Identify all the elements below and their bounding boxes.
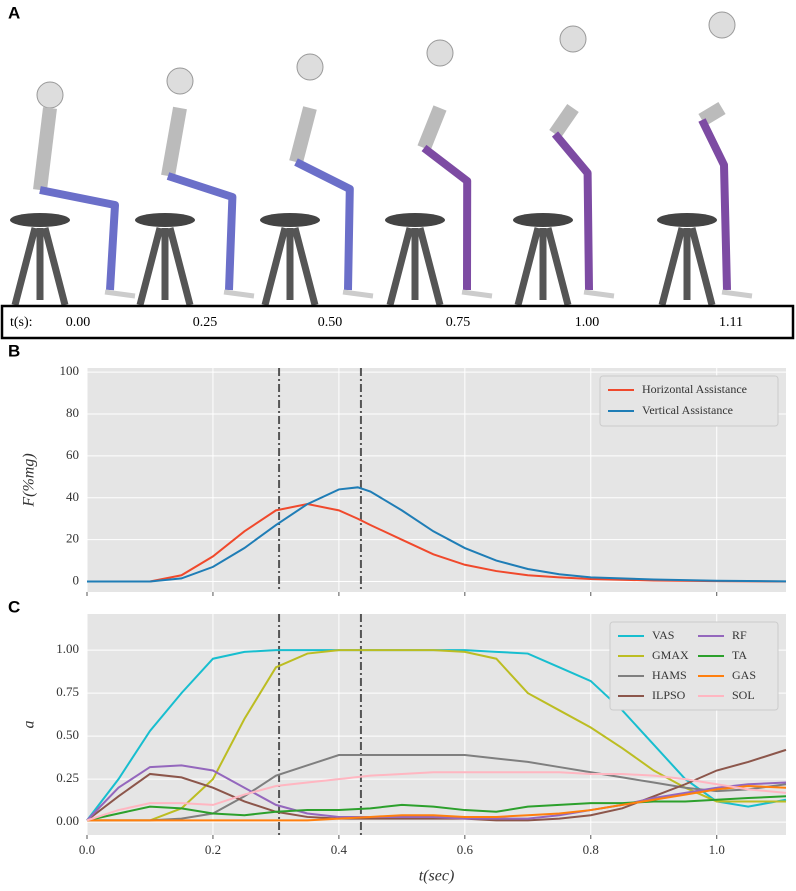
timeline-time: 0.50 bbox=[318, 315, 343, 330]
spine bbox=[289, 106, 317, 164]
leg-muscle bbox=[294, 158, 354, 291]
x-tick-label: 0.8 bbox=[583, 842, 599, 857]
series-line bbox=[87, 503, 787, 583]
legend-label: Horizontal Assistance bbox=[642, 382, 747, 396]
spine bbox=[33, 107, 57, 191]
stool-seat bbox=[135, 213, 195, 227]
panel-label: C bbox=[8, 597, 20, 616]
legend-label: HAMS bbox=[652, 668, 687, 682]
legend-label: GMAX bbox=[652, 648, 689, 662]
legend-label: RF bbox=[732, 628, 747, 642]
series-line bbox=[86, 795, 787, 822]
series-line bbox=[86, 748, 787, 822]
y-axis-label: a bbox=[21, 721, 38, 729]
series-line bbox=[87, 784, 787, 822]
foot bbox=[342, 289, 374, 299]
stool-legs bbox=[386, 227, 444, 306]
y-tick-label: 0.75 bbox=[56, 684, 79, 699]
stool-seat bbox=[260, 213, 320, 227]
leg-muscle bbox=[421, 144, 472, 291]
stool-seat bbox=[10, 213, 70, 227]
x-tick-label: 0.0 bbox=[79, 842, 95, 857]
y-tick-label: 100 bbox=[60, 363, 80, 378]
series-line bbox=[86, 771, 787, 822]
y-tick-label: 20 bbox=[66, 531, 79, 546]
y-tick-label: 80 bbox=[66, 405, 79, 420]
skull bbox=[708, 11, 736, 39]
stool-legs bbox=[11, 227, 69, 306]
legend-label: GAS bbox=[732, 668, 756, 682]
y-tick-label: 40 bbox=[66, 489, 79, 504]
timeline-time: 0.00 bbox=[66, 315, 91, 330]
y-axis-label: F(%mg) bbox=[21, 453, 38, 507]
series-line bbox=[87, 754, 787, 822]
legend-box bbox=[609, 621, 779, 711]
foot bbox=[721, 289, 753, 299]
spine bbox=[161, 106, 187, 178]
skeleton-frame bbox=[385, 39, 493, 306]
timeline-time: 0.25 bbox=[193, 315, 218, 330]
legend-label: TA bbox=[732, 648, 747, 662]
y-tick-label: 0.50 bbox=[56, 727, 79, 742]
foot bbox=[104, 289, 136, 299]
y-tick-label: 60 bbox=[66, 447, 79, 462]
leg-muscle bbox=[166, 172, 237, 291]
skeleton-frame bbox=[513, 25, 615, 306]
spine bbox=[549, 104, 579, 138]
y-tick-label: 1.00 bbox=[56, 641, 79, 656]
foot bbox=[583, 289, 615, 299]
timeline-time: 1.00 bbox=[575, 315, 600, 330]
timeline-time: 0.75 bbox=[446, 315, 471, 330]
legend-label: Vertical Assistance bbox=[642, 403, 733, 417]
timeline-label: t(s): bbox=[10, 315, 33, 330]
series-line bbox=[87, 486, 787, 583]
leg-muscle bbox=[39, 186, 119, 291]
skull bbox=[426, 39, 454, 67]
stool-legs bbox=[261, 227, 319, 306]
timeline-time: 1.11 bbox=[719, 315, 743, 330]
spine bbox=[698, 101, 726, 127]
skull bbox=[166, 67, 194, 95]
foot bbox=[461, 289, 493, 299]
y-tick-label: 0.25 bbox=[56, 770, 79, 785]
skeleton-frame bbox=[260, 53, 374, 306]
legend-label: VAS bbox=[652, 628, 674, 642]
skull bbox=[296, 53, 324, 81]
stool-seat bbox=[385, 213, 445, 227]
stool-legs bbox=[136, 227, 194, 306]
x-axis-label: t(sec) bbox=[419, 868, 455, 885]
leg-muscle bbox=[698, 118, 731, 291]
stool-legs bbox=[514, 227, 572, 306]
legend-box bbox=[599, 375, 779, 427]
x-tick-label: 0.4 bbox=[331, 842, 348, 857]
skeleton-illustrations bbox=[10, 11, 753, 306]
y-tick-label: 0.00 bbox=[56, 813, 79, 828]
x-tick-label: 0.2 bbox=[205, 842, 221, 857]
skull bbox=[559, 25, 587, 53]
skeleton-frame bbox=[135, 67, 255, 306]
series-line bbox=[86, 764, 787, 822]
x-tick-label: 0.6 bbox=[457, 842, 474, 857]
foot bbox=[223, 289, 255, 299]
legend-label: SOL bbox=[732, 688, 755, 702]
y-tick-label: 0 bbox=[73, 573, 80, 588]
stool-legs bbox=[658, 227, 716, 306]
timeline-box bbox=[0, 304, 795, 340]
spine bbox=[417, 105, 447, 151]
skeleton-frame bbox=[10, 81, 136, 306]
skull bbox=[36, 81, 64, 109]
stool-seat bbox=[657, 213, 717, 227]
x-tick-label: 1.0 bbox=[709, 842, 725, 857]
legend-label: ILPSO bbox=[652, 688, 686, 702]
leg-muscle bbox=[551, 131, 593, 291]
stool-seat bbox=[513, 213, 573, 227]
skeleton-frame bbox=[657, 11, 753, 306]
panel-label: B bbox=[8, 341, 20, 360]
panel-label: A bbox=[8, 3, 20, 22]
